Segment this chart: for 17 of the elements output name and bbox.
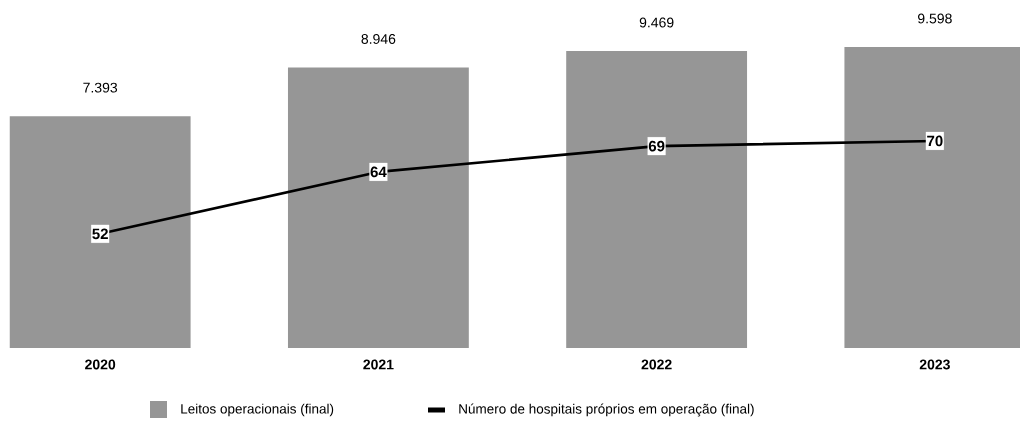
- data-label: 9.598: [918, 13, 952, 24]
- data-label: 7.393: [83, 82, 118, 93]
- data-label: 64: [370, 166, 387, 178]
- data-label: 8.946: [361, 33, 396, 44]
- legend-label: Número de hospitais próprios em operação (final): [459, 403, 754, 417]
- bar: [287, 67, 469, 348]
- data-label: 69: [648, 140, 665, 152]
- bar: [566, 51, 748, 348]
- x-tick-label: 2023: [919, 359, 950, 370]
- data-label: 9.469: [639, 17, 674, 28]
- x-tick-label: 2022: [641, 359, 672, 370]
- legend-label: Leitos operacionais (final): [181, 403, 334, 417]
- bar: [9, 116, 191, 348]
- data-label: 70: [927, 135, 943, 147]
- x-tick-label: 2021: [363, 359, 394, 370]
- data-label: 52: [92, 228, 108, 240]
- x-tick-label: 2020: [85, 359, 116, 370]
